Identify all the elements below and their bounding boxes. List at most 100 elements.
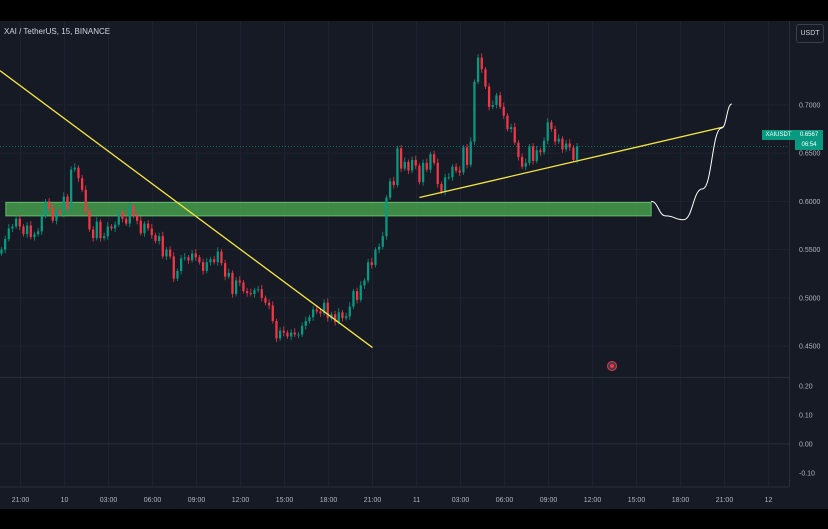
- candle: [275, 321, 278, 339]
- candle: [553, 129, 557, 142]
- candle: [352, 291, 355, 307]
- candle: [18, 218, 21, 227]
- oscillator-tick-label: 0.20: [799, 384, 813, 391]
- symbol-price-label: XAIUSDT: [762, 130, 795, 140]
- candle: [212, 259, 216, 263]
- time-tick-label: 12: [765, 497, 773, 504]
- candle: [520, 157, 524, 167]
- candle: [462, 147, 465, 173]
- candle: [22, 226, 25, 235]
- oscillator-tick-label: -0.10: [799, 470, 815, 477]
- candle: [546, 122, 549, 141]
- currency-badge[interactable]: USDT: [796, 24, 824, 43]
- candle: [29, 225, 32, 238]
- price-tick-label: 0.7000: [799, 102, 821, 109]
- candle: [381, 236, 384, 247]
- candle: [484, 69, 487, 87]
- candle: [183, 257, 186, 259]
- candle: [253, 290, 256, 295]
- candle: [425, 162, 428, 170]
- oscillator-tick-label: 0.00: [799, 441, 813, 448]
- alert-icon[interactable]: [607, 361, 617, 371]
- candle: [414, 159, 417, 166]
- candle: [506, 115, 509, 130]
- candle: [564, 143, 568, 150]
- candle: [399, 148, 403, 169]
- candle: [264, 297, 267, 303]
- candle: [363, 280, 366, 286]
- candle: [498, 95, 502, 107]
- candle: [421, 162, 425, 183]
- candle: [40, 215, 43, 232]
- candle: [198, 257, 201, 263]
- candle: [14, 218, 18, 227]
- symbol-title[interactable]: XAI / TetherUS, 15, BINANCE: [4, 27, 111, 36]
- chart-window: 0.7000 0.6500 0.6000 0.5500 0.5000 0.4500 0.20…: [0, 21, 828, 509]
- support-zone: [5, 201, 652, 217]
- candle: [242, 282, 245, 292]
- candle: [575, 146, 579, 160]
- candle: [454, 166, 458, 171]
- last-price-label: 0.6567 06:54: [795, 130, 823, 150]
- candle: [561, 138, 564, 150]
- candle: [322, 302, 326, 314]
- candle: [256, 289, 260, 291]
- candle: [282, 330, 285, 333]
- candle: [62, 196, 65, 214]
- candle: [128, 206, 131, 224]
- candle: [201, 262, 205, 271]
- price-tick-label: 0.5000: [799, 295, 821, 302]
- candle: [168, 249, 172, 257]
- candle: [458, 170, 461, 173]
- chart-canvas[interactable]: 0.7000 0.6500 0.6000 0.5500 0.5000 0.4500 0.20…: [0, 21, 828, 509]
- candle: [440, 184, 443, 192]
- candle: [531, 146, 535, 161]
- candle: [370, 262, 373, 266]
- candle: [572, 147, 575, 160]
- candle: [476, 57, 480, 82]
- candle: [238, 280, 241, 283]
- trendline: [0, 70, 373, 349]
- candle: [377, 246, 381, 250]
- projection-path: [651, 103, 733, 221]
- candle: [11, 226, 14, 229]
- candle: [326, 302, 329, 319]
- candle: [161, 236, 164, 257]
- candle: [135, 215, 139, 221]
- candle: [143, 223, 146, 234]
- candle: [407, 161, 410, 171]
- candle: [319, 311, 322, 314]
- candle: [311, 309, 315, 318]
- candle: [297, 334, 300, 336]
- candle: [429, 154, 432, 170]
- candle: [487, 86, 491, 107]
- candle: [374, 249, 377, 266]
- candle: [117, 212, 120, 225]
- time-tick-label: 21:00: [364, 497, 382, 504]
- candle: [176, 270, 179, 279]
- candle: [124, 218, 128, 224]
- candle: [304, 321, 307, 326]
- candle: [539, 150, 542, 153]
- pane-separator[interactable]: [0, 377, 789, 378]
- candle: [300, 325, 304, 335]
- time-tick-label: 21:00: [12, 497, 30, 504]
- candle: [432, 154, 436, 163]
- candle: [491, 104, 494, 107]
- candle: [267, 302, 271, 306]
- time-tick-label: 12:00: [232, 497, 250, 504]
- candle: [447, 177, 450, 179]
- candle: [308, 317, 311, 322]
- candle: [95, 221, 98, 239]
- candle: [227, 272, 230, 277]
- candle: [392, 181, 395, 186]
- time-tick-label: 03:00: [100, 497, 118, 504]
- candle: [509, 127, 513, 130]
- candle: [231, 272, 234, 295]
- time-tick-label: 18:00: [320, 497, 338, 504]
- candle: [396, 148, 399, 186]
- candle: [355, 291, 359, 300]
- candle: [91, 229, 95, 239]
- candle: [33, 234, 36, 238]
- candle: [132, 206, 135, 216]
